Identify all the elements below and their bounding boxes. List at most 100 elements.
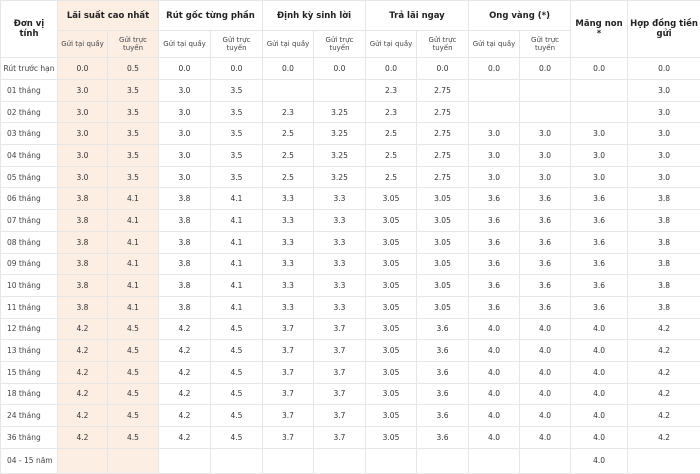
rate-cell: 3.05	[365, 404, 418, 427]
rate-cell: 3.6	[416, 360, 470, 384]
row-label: 04 - 15 năm	[0, 447, 58, 474]
rate-cell	[416, 447, 470, 474]
rate-cell: 3.05	[365, 360, 418, 384]
rate-cell: 3.8	[57, 187, 108, 211]
rate-cell: 0.0	[57, 57, 108, 80]
group-header: Ong vàng (*)	[468, 0, 572, 31]
rate-cell: 3.8	[158, 274, 211, 297]
rate-cell	[262, 79, 314, 102]
row-label: 07 tháng	[0, 209, 58, 232]
rate-cell: 2.75	[416, 100, 470, 124]
rate-cell: 4.2	[57, 382, 108, 406]
rate-cell: 4.1	[210, 230, 263, 254]
table-row: 05 tháng 3.0 3.5 3.0 3.5 2.5 3.25 2.5 2.75 3.0 3.0…	[0, 165, 700, 189]
rate-cell: 3.6	[468, 274, 521, 297]
rate-cell: 4.2	[158, 404, 211, 427]
rate-cell: 3.3	[312, 209, 367, 232]
rate-cell: 4.0	[468, 382, 521, 406]
rate-cell: 3.6	[570, 252, 629, 276]
rate-cell: 3.5	[210, 165, 263, 189]
rate-cell: 3.05	[365, 339, 418, 362]
rate-cell: 3.6	[519, 295, 572, 319]
rate-cell: 3.0	[627, 144, 700, 167]
rate-cell: 3.0	[57, 165, 108, 189]
rate-cell: 3.6	[468, 230, 521, 254]
rate-cell: 3.25	[312, 165, 367, 189]
rate-cell: 4.1	[107, 230, 159, 254]
rate-cell: 4.0	[519, 317, 572, 341]
rate-cell: 3.5	[107, 79, 159, 102]
rate-cell: 3.0	[519, 144, 572, 167]
single-header: Hợp đồng tiền gửi	[627, 0, 700, 58]
rate-cell: 3.0	[57, 100, 108, 124]
rate-cell: 3.8	[57, 295, 108, 319]
row-label: 03 tháng	[0, 122, 58, 146]
rate-cell	[262, 447, 314, 474]
rate-cell	[519, 447, 572, 474]
rate-cell: 3.25	[312, 100, 367, 124]
rate-cell: 3.0	[57, 79, 108, 102]
rate-cell: 4.2	[158, 382, 211, 406]
rate-cell: 3.8	[627, 209, 700, 232]
rate-cell: 3.3	[262, 230, 314, 254]
table-row: 36 tháng 4.2 4.5 4.2 4.5 3.7 3.7 3.05 3.6 4.0 4.0 4…	[0, 426, 700, 449]
rate-cell: 2.5	[262, 144, 314, 167]
rate-cell: 3.6	[416, 404, 470, 427]
rate-cell: 3.7	[312, 339, 367, 362]
row-label: 05 tháng	[0, 165, 58, 189]
rate-cell: 3.6	[570, 274, 629, 297]
rate-cell: 3.6	[519, 230, 572, 254]
rate-cell: 0.0	[570, 57, 629, 80]
rate-cell	[312, 79, 367, 102]
rate-cell: 3.5	[210, 144, 263, 167]
table-row: 08 tháng 3.8 4.1 3.8 4.1 3.3 3.3 3.05 3.05 3.6 3.6…	[0, 230, 700, 254]
rate-cell: 3.6	[416, 382, 470, 406]
rate-cell: 3.0	[468, 122, 521, 146]
rate-cell: 4.2	[627, 339, 700, 362]
subheader: Gửi trực tuyến	[210, 30, 263, 58]
rate-cell: 4.5	[107, 360, 159, 384]
group-header: Lãi suất cao nhất	[57, 0, 159, 31]
rate-cell: 3.05	[416, 274, 470, 297]
rate-cell: 4.5	[210, 360, 263, 384]
group-header: Rút gốc từng phần	[158, 0, 263, 31]
row-label: 10 tháng	[0, 274, 58, 297]
rate-cell	[627, 447, 700, 474]
rate-cell: 2.3	[262, 100, 314, 124]
rate-cell: 3.0	[570, 122, 629, 146]
rate-cell: 3.25	[312, 144, 367, 167]
rate-cell: 4.5	[210, 404, 263, 427]
rate-cell: 4.5	[107, 404, 159, 427]
rate-cell: 3.5	[107, 122, 159, 146]
rate-cell: 4.1	[107, 187, 159, 211]
rate-cell: 0.0	[312, 57, 367, 80]
rate-cell: 3.0	[519, 122, 572, 146]
rate-cell: 3.5	[210, 100, 263, 124]
rate-cell: 0.0	[468, 57, 521, 80]
rate-cell	[570, 100, 629, 124]
rate-cell: 4.0	[570, 426, 629, 449]
rate-cell: 3.05	[416, 295, 470, 319]
rate-cell	[158, 447, 211, 474]
rate-cell: 3.7	[262, 317, 314, 341]
rate-cell: 4.1	[107, 274, 159, 297]
rate-cell: 4.5	[107, 339, 159, 362]
table-row: 04 - 15 năm 4.0	[0, 447, 700, 474]
rate-cell: 3.05	[365, 317, 418, 341]
rate-cell	[210, 447, 263, 474]
rate-cell: 2.5	[365, 122, 418, 146]
rate-cell: 3.0	[158, 79, 211, 102]
rate-cell: 3.5	[210, 79, 263, 102]
rate-cell: 4.0	[570, 317, 629, 341]
rate-cell: 3.05	[416, 230, 470, 254]
row-label: 24 tháng	[0, 404, 58, 427]
table-row: 03 tháng 3.0 3.5 3.0 3.5 2.5 3.25 2.5 2.75 3.0 3.0…	[0, 122, 700, 146]
rate-cell: 4.2	[57, 404, 108, 427]
rate-cell: 3.3	[312, 252, 367, 276]
rate-cell: 3.6	[570, 295, 629, 319]
row-label: 08 tháng	[0, 230, 58, 254]
rate-cell: 4.5	[107, 382, 159, 406]
rate-cell: 3.05	[365, 382, 418, 406]
rate-cell: 3.6	[519, 187, 572, 211]
